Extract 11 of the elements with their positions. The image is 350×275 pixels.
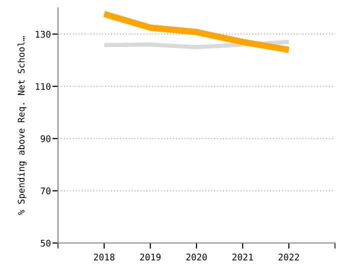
x-tick-label: 2022 bbox=[278, 254, 299, 260]
y-tick-label: 70 bbox=[40, 188, 50, 194]
x-tick-label: 2021 bbox=[232, 254, 253, 260]
x-tick-label: 2019 bbox=[140, 254, 161, 260]
x-tick-label: 2018 bbox=[94, 254, 114, 260]
y-axis-title: % Spending above Req. Net School… bbox=[18, 36, 26, 216]
x-tick-label: 2020 bbox=[186, 254, 207, 260]
y-tick-label: 110 bbox=[36, 83, 50, 90]
y-tick-label: 130 bbox=[36, 30, 50, 38]
y-tick-label: 50 bbox=[40, 240, 50, 247]
y-tick-label: 90 bbox=[40, 135, 50, 142]
